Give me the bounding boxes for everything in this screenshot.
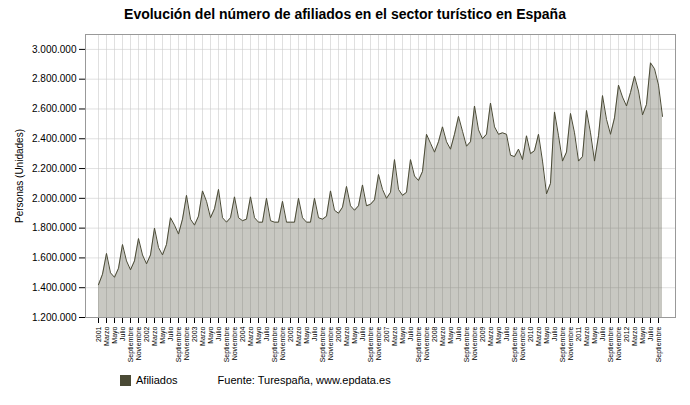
svg-text:Julio: Julio <box>263 326 270 341</box>
svg-text:Noviembre: Noviembre <box>423 326 430 360</box>
svg-text:Mayo: Mayo <box>399 326 407 343</box>
svg-text:2012: 2012 <box>623 326 630 342</box>
svg-text:3.000.000: 3.000.000 <box>32 44 77 55</box>
svg-text:2007: 2007 <box>383 326 390 342</box>
svg-text:Noviembre: Noviembre <box>615 326 622 360</box>
svg-text:Mayo: Mayo <box>255 326 263 343</box>
svg-text:Noviembre: Noviembre <box>327 326 334 360</box>
svg-text:Mayo: Mayo <box>207 326 215 343</box>
svg-text:Mayo: Mayo <box>639 326 647 343</box>
svg-text:Septiembre: Septiembre <box>607 326 615 362</box>
svg-text:Mayo: Mayo <box>351 326 359 343</box>
svg-text:Julio: Julio <box>311 326 318 341</box>
svg-text:2008: 2008 <box>431 326 438 342</box>
svg-text:Julio: Julio <box>647 326 654 341</box>
svg-text:2.400.000: 2.400.000 <box>32 133 77 144</box>
svg-text:Julio: Julio <box>599 326 606 341</box>
svg-text:Marzo: Marzo <box>103 326 110 346</box>
svg-text:2010: 2010 <box>527 326 534 342</box>
svg-text:2.600.000: 2.600.000 <box>32 103 77 114</box>
svg-text:Julio: Julio <box>119 326 126 341</box>
svg-text:Mayo: Mayo <box>111 326 119 343</box>
svg-text:Julio: Julio <box>503 326 510 341</box>
svg-text:Septiembre: Septiembre <box>367 326 375 362</box>
html-text:Afiliados: Afiliados <box>136 373 178 386</box>
svg-text:Julio: Julio <box>359 326 366 341</box>
svg-text:Marzo: Marzo <box>439 326 446 346</box>
svg-text:Septiembre: Septiembre <box>559 326 567 362</box>
svg-text:Mayo: Mayo <box>303 326 311 343</box>
svg-text:Mayo: Mayo <box>591 326 599 343</box>
svg-text:1.600.000: 1.600.000 <box>32 252 77 263</box>
svg-text:1.400.000: 1.400.000 <box>32 282 77 293</box>
svg-text:Septiembre: Septiembre <box>415 326 423 362</box>
svg-text:Mayo: Mayo <box>495 326 503 343</box>
svg-text:Marzo: Marzo <box>535 326 542 346</box>
svg-text:Personas (Unidades): Personas (Unidades) <box>14 129 25 223</box>
svg-text:1.200.000: 1.200.000 <box>32 312 77 323</box>
svg-text:Marzo: Marzo <box>151 326 158 346</box>
svg-text:2.200.000: 2.200.000 <box>32 163 77 174</box>
svg-text:Septiembre: Septiembre <box>655 326 663 362</box>
svg-text:Marzo: Marzo <box>631 326 638 346</box>
svg-text:Septiembre: Septiembre <box>271 326 279 362</box>
html-text:Fuente: Turespaña, www.epdata.: Fuente: Turespaña, www.epdata.es <box>217 374 391 386</box>
svg-text:2006: 2006 <box>335 326 342 342</box>
svg-text:Noviembre: Noviembre <box>375 326 382 360</box>
svg-text:Septiembre: Septiembre <box>127 326 135 362</box>
svg-text:Mayo: Mayo <box>159 326 167 343</box>
svg-text:Marzo: Marzo <box>295 326 302 346</box>
svg-text:Marzo: Marzo <box>391 326 398 346</box>
svg-text:Noviembre: Noviembre <box>279 326 286 360</box>
svg-text:Noviembre: Noviembre <box>471 326 478 360</box>
svg-text:Marzo: Marzo <box>199 326 206 346</box>
svg-text:Marzo: Marzo <box>343 326 350 346</box>
svg-text:2009: 2009 <box>479 326 486 342</box>
svg-text:Septiembre: Septiembre <box>463 326 471 362</box>
html-text:Evolución del número de afilia: Evolución del número de afiliados en el … <box>124 6 566 22</box>
svg-text:Julio: Julio <box>407 326 414 341</box>
svg-text:Marzo: Marzo <box>487 326 494 346</box>
svg-text:Noviembre: Noviembre <box>135 326 142 360</box>
svg-text:Julio: Julio <box>455 326 462 341</box>
svg-text:2011: 2011 <box>575 326 582 341</box>
svg-text:Noviembre: Noviembre <box>519 326 526 360</box>
svg-text:Marzo: Marzo <box>247 326 254 346</box>
svg-text:2005: 2005 <box>287 326 294 342</box>
svg-text:Julio: Julio <box>215 326 222 341</box>
svg-text:2.800.000: 2.800.000 <box>32 73 77 84</box>
svg-text:Mayo: Mayo <box>447 326 455 343</box>
svg-text:Noviembre: Noviembre <box>183 326 190 360</box>
svg-text:2001: 2001 <box>95 326 102 342</box>
svg-text:Septiembre: Septiembre <box>319 326 327 362</box>
svg-text:2003: 2003 <box>191 326 198 342</box>
svg-text:Mayo: Mayo <box>543 326 551 343</box>
svg-text:1.800.000: 1.800.000 <box>32 222 77 233</box>
svg-text:2002: 2002 <box>143 326 150 342</box>
svg-text:Julio: Julio <box>167 326 174 341</box>
svg-text:Septiembre: Septiembre <box>223 326 231 362</box>
svg-text:2004: 2004 <box>239 326 246 342</box>
svg-text:Marzo: Marzo <box>583 326 590 346</box>
svg-text:2.000.000: 2.000.000 <box>32 193 77 204</box>
svg-text:Noviembre: Noviembre <box>567 326 574 360</box>
svg-text:Julio: Julio <box>551 326 558 341</box>
svg-text:Noviembre: Noviembre <box>231 326 238 360</box>
svg-text:Septiembre: Septiembre <box>511 326 519 362</box>
svg-text:Septiembre: Septiembre <box>175 326 183 362</box>
